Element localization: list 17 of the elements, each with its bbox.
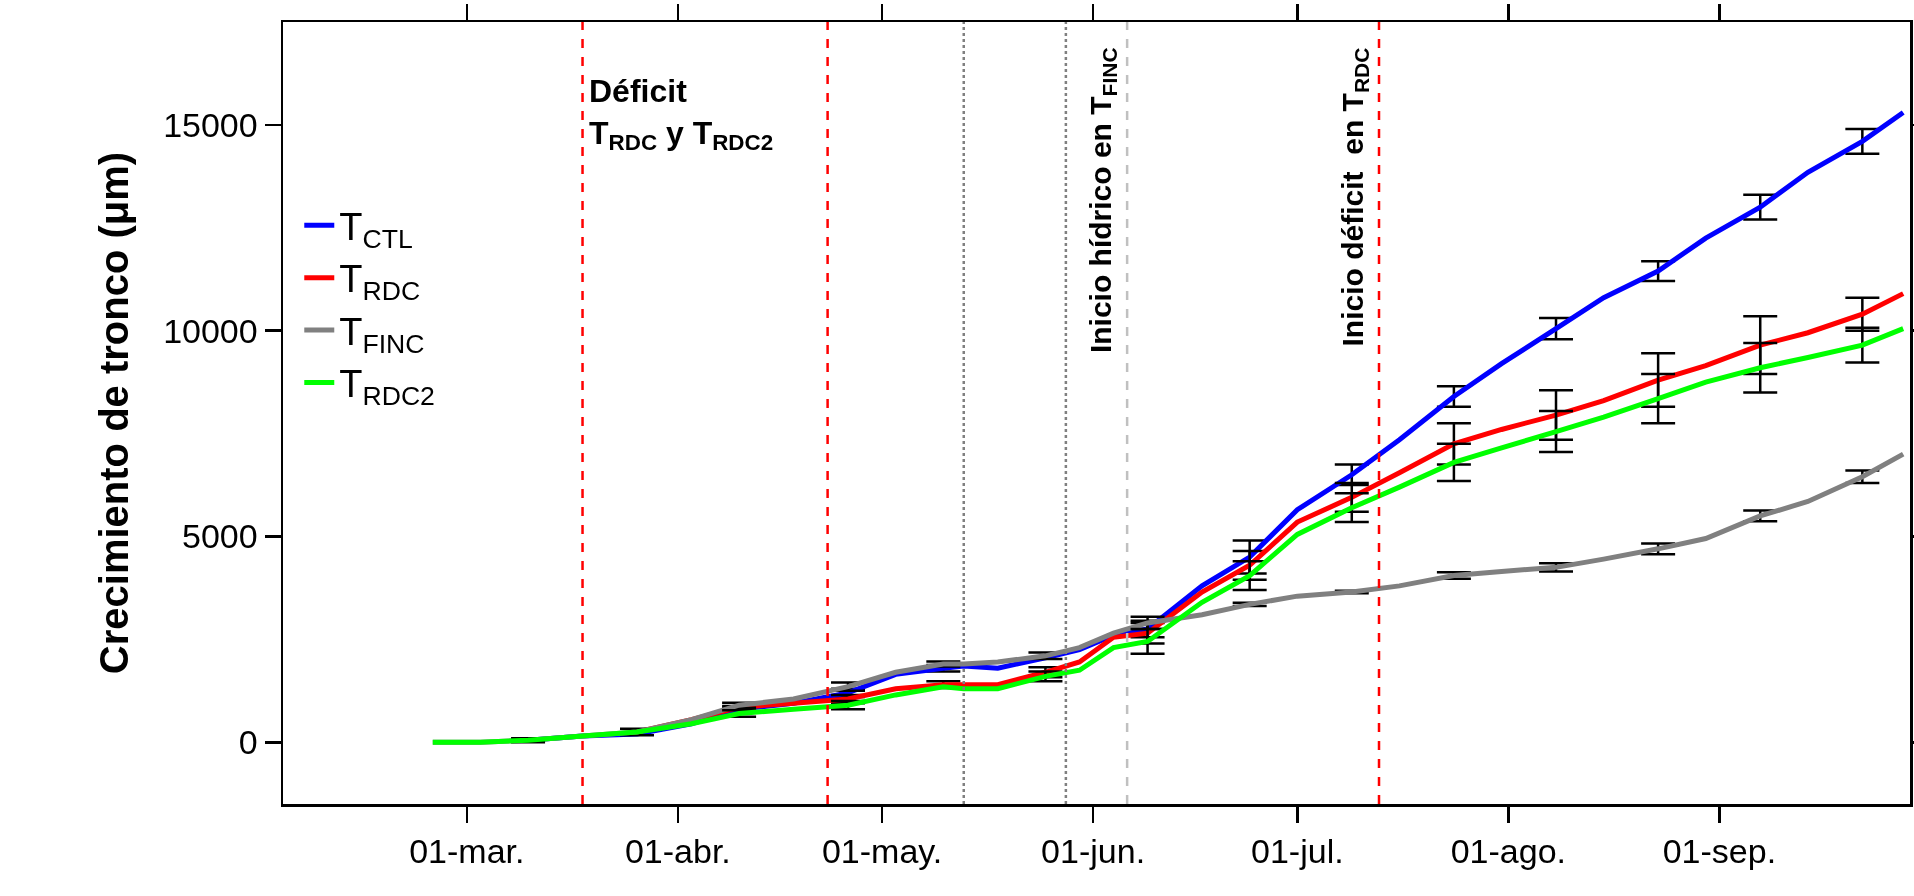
y-tick-label: 15000 (163, 105, 258, 144)
legend-label: T$_{CTL}$ (339, 206, 413, 255)
y-tick-label: 5000 (182, 517, 258, 556)
legend-label: T$_{RDC}$ (339, 258, 421, 307)
annotation: Déficit T$_{RDC}$ y T$_{RDC2}$ (589, 73, 774, 156)
y-axis-title: Crecimiento de tronco (μm) (92, 151, 137, 675)
x-tick-label: 01-may. (821, 832, 943, 871)
legend-label: T$_{RDC2}$ (339, 363, 435, 412)
x-tick-label: 01-jun. (1041, 832, 1146, 871)
x-tick-label: 01-mar. (409, 832, 525, 871)
y-tick-label: 10000 (163, 311, 258, 350)
x-tick-label: 01-ago. (1450, 832, 1567, 871)
y-tick-label: 0 (238, 723, 258, 762)
legend-label: T$_{FINC}$ (339, 310, 425, 359)
x-tick-label: 01-abr. (624, 832, 731, 871)
x-tick-label: 01-jul. (1251, 832, 1344, 871)
x-tick-label: 01-sep. (1662, 832, 1777, 871)
